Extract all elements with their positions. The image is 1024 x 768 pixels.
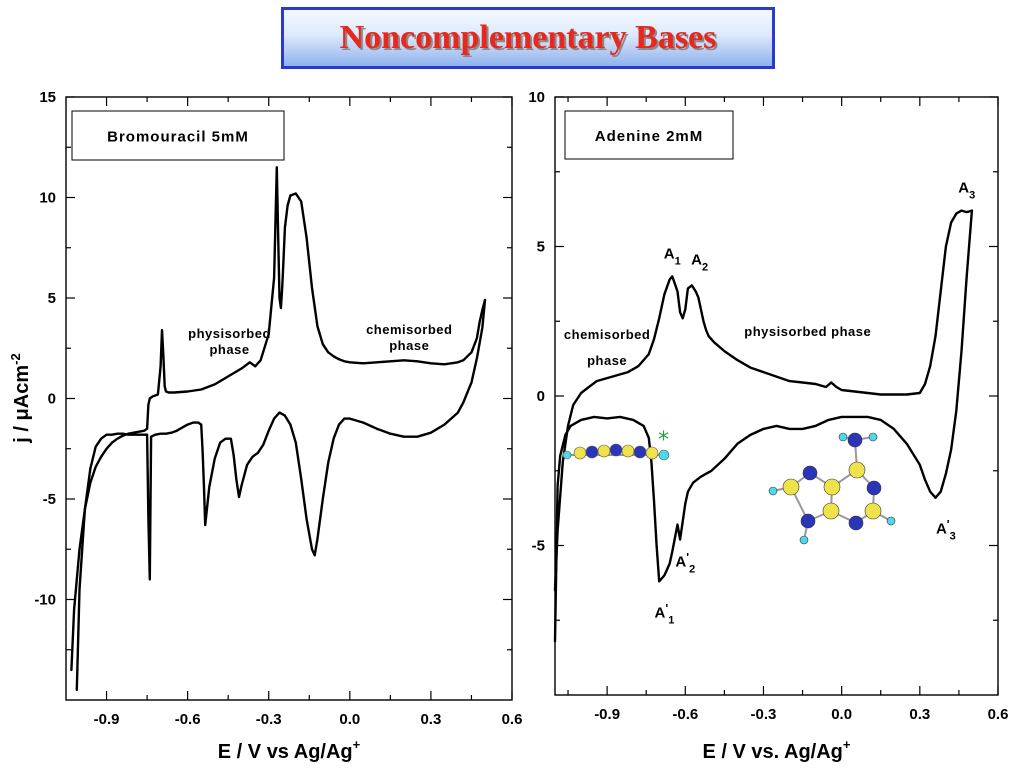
adenine-molecule-structure xyxy=(768,432,896,545)
panel-label-box xyxy=(564,110,734,160)
panel-label: Adenine 2mM xyxy=(595,128,704,145)
x-tick-label: 0.3 xyxy=(909,706,930,723)
x-tick-label: 0.3 xyxy=(420,711,441,728)
y-tick-label: 5 xyxy=(48,290,56,307)
y-tick-label: 10 xyxy=(528,89,545,106)
y-tick-label: 10 xyxy=(39,190,56,207)
peak-label: A3 xyxy=(958,180,975,202)
phase-annotation: chemisorbed phase xyxy=(366,322,452,353)
y-axis-label: j / μAcm-2 xyxy=(8,353,33,443)
y-tick-label: 5 xyxy=(537,239,545,256)
title-banner: Noncomplementary Bases xyxy=(281,7,775,69)
y-tick-label: -5 xyxy=(532,538,545,555)
plot-frame xyxy=(65,96,513,701)
phase-annotation: chemisorbed phase xyxy=(564,327,650,368)
cathodic-sweep-line xyxy=(553,209,974,643)
page-title: Noncomplementary Bases xyxy=(339,19,717,56)
x-tick-label: -0.6 xyxy=(672,706,698,723)
panel-label-box xyxy=(71,110,285,161)
y-tick-label: -5 xyxy=(43,491,56,508)
x-tick-label: -0.9 xyxy=(94,711,120,728)
peak-label: A1 xyxy=(664,245,681,267)
y-tick-label: -10 xyxy=(34,592,56,609)
x-axis-label: E / V vs. Ag/Ag+ xyxy=(703,737,851,763)
adsorbed-adenine-side-view: * xyxy=(562,428,670,461)
y-axis-label-text: j / μAcm xyxy=(11,365,33,444)
x-tick-label: -0.6 xyxy=(175,711,201,728)
x-tick-label: 0.6 xyxy=(502,711,523,728)
cathodic-sweep-line xyxy=(75,298,487,692)
y-tick-label: 0 xyxy=(48,391,56,408)
phase-annotation: physisorbed phase xyxy=(744,324,871,339)
panel-label: Bromouracil 5mM xyxy=(107,129,249,146)
x-tick-label: 0.0 xyxy=(339,711,360,728)
adenine-panel: -0.9 -0.6 -0.3 0.0 0.3 0.6 10 5 0 -5 Adenine 2mM ch… xyxy=(528,89,1008,763)
anodic-sweep-line xyxy=(70,166,487,672)
y-axis-label-sup: -2 xyxy=(8,353,23,365)
peak-label: A'3 xyxy=(936,518,956,543)
peak-label: A'1 xyxy=(655,601,675,626)
x-tick-label: 0.0 xyxy=(831,706,852,723)
svg-text:j / μAcm-2: j / μAcm-2 xyxy=(8,353,33,443)
y-tick-label: 15 xyxy=(39,89,56,106)
x-axis-label: E / V vs Ag/Ag+ xyxy=(218,737,361,763)
peak-label: A'2 xyxy=(675,550,695,575)
peak-label: A2 xyxy=(691,251,708,273)
x-tick-label: -0.3 xyxy=(751,706,777,723)
bromouracil-panel: -0.9 -0.6 -0.3 0.0 0.3 0.6 15 10 5 0 -5 -10 Bromoura… xyxy=(34,89,522,763)
x-tick-label: -0.9 xyxy=(594,706,620,723)
anodic-sweep-line xyxy=(553,209,974,592)
svg-text:*: * xyxy=(658,428,669,453)
x-tick-label: 0.6 xyxy=(988,706,1009,723)
phase-annotation: physisorbed phase xyxy=(188,326,271,357)
x-tick-label: -0.3 xyxy=(256,711,282,728)
plot-frame xyxy=(554,96,999,696)
y-tick-label: 0 xyxy=(537,388,545,405)
